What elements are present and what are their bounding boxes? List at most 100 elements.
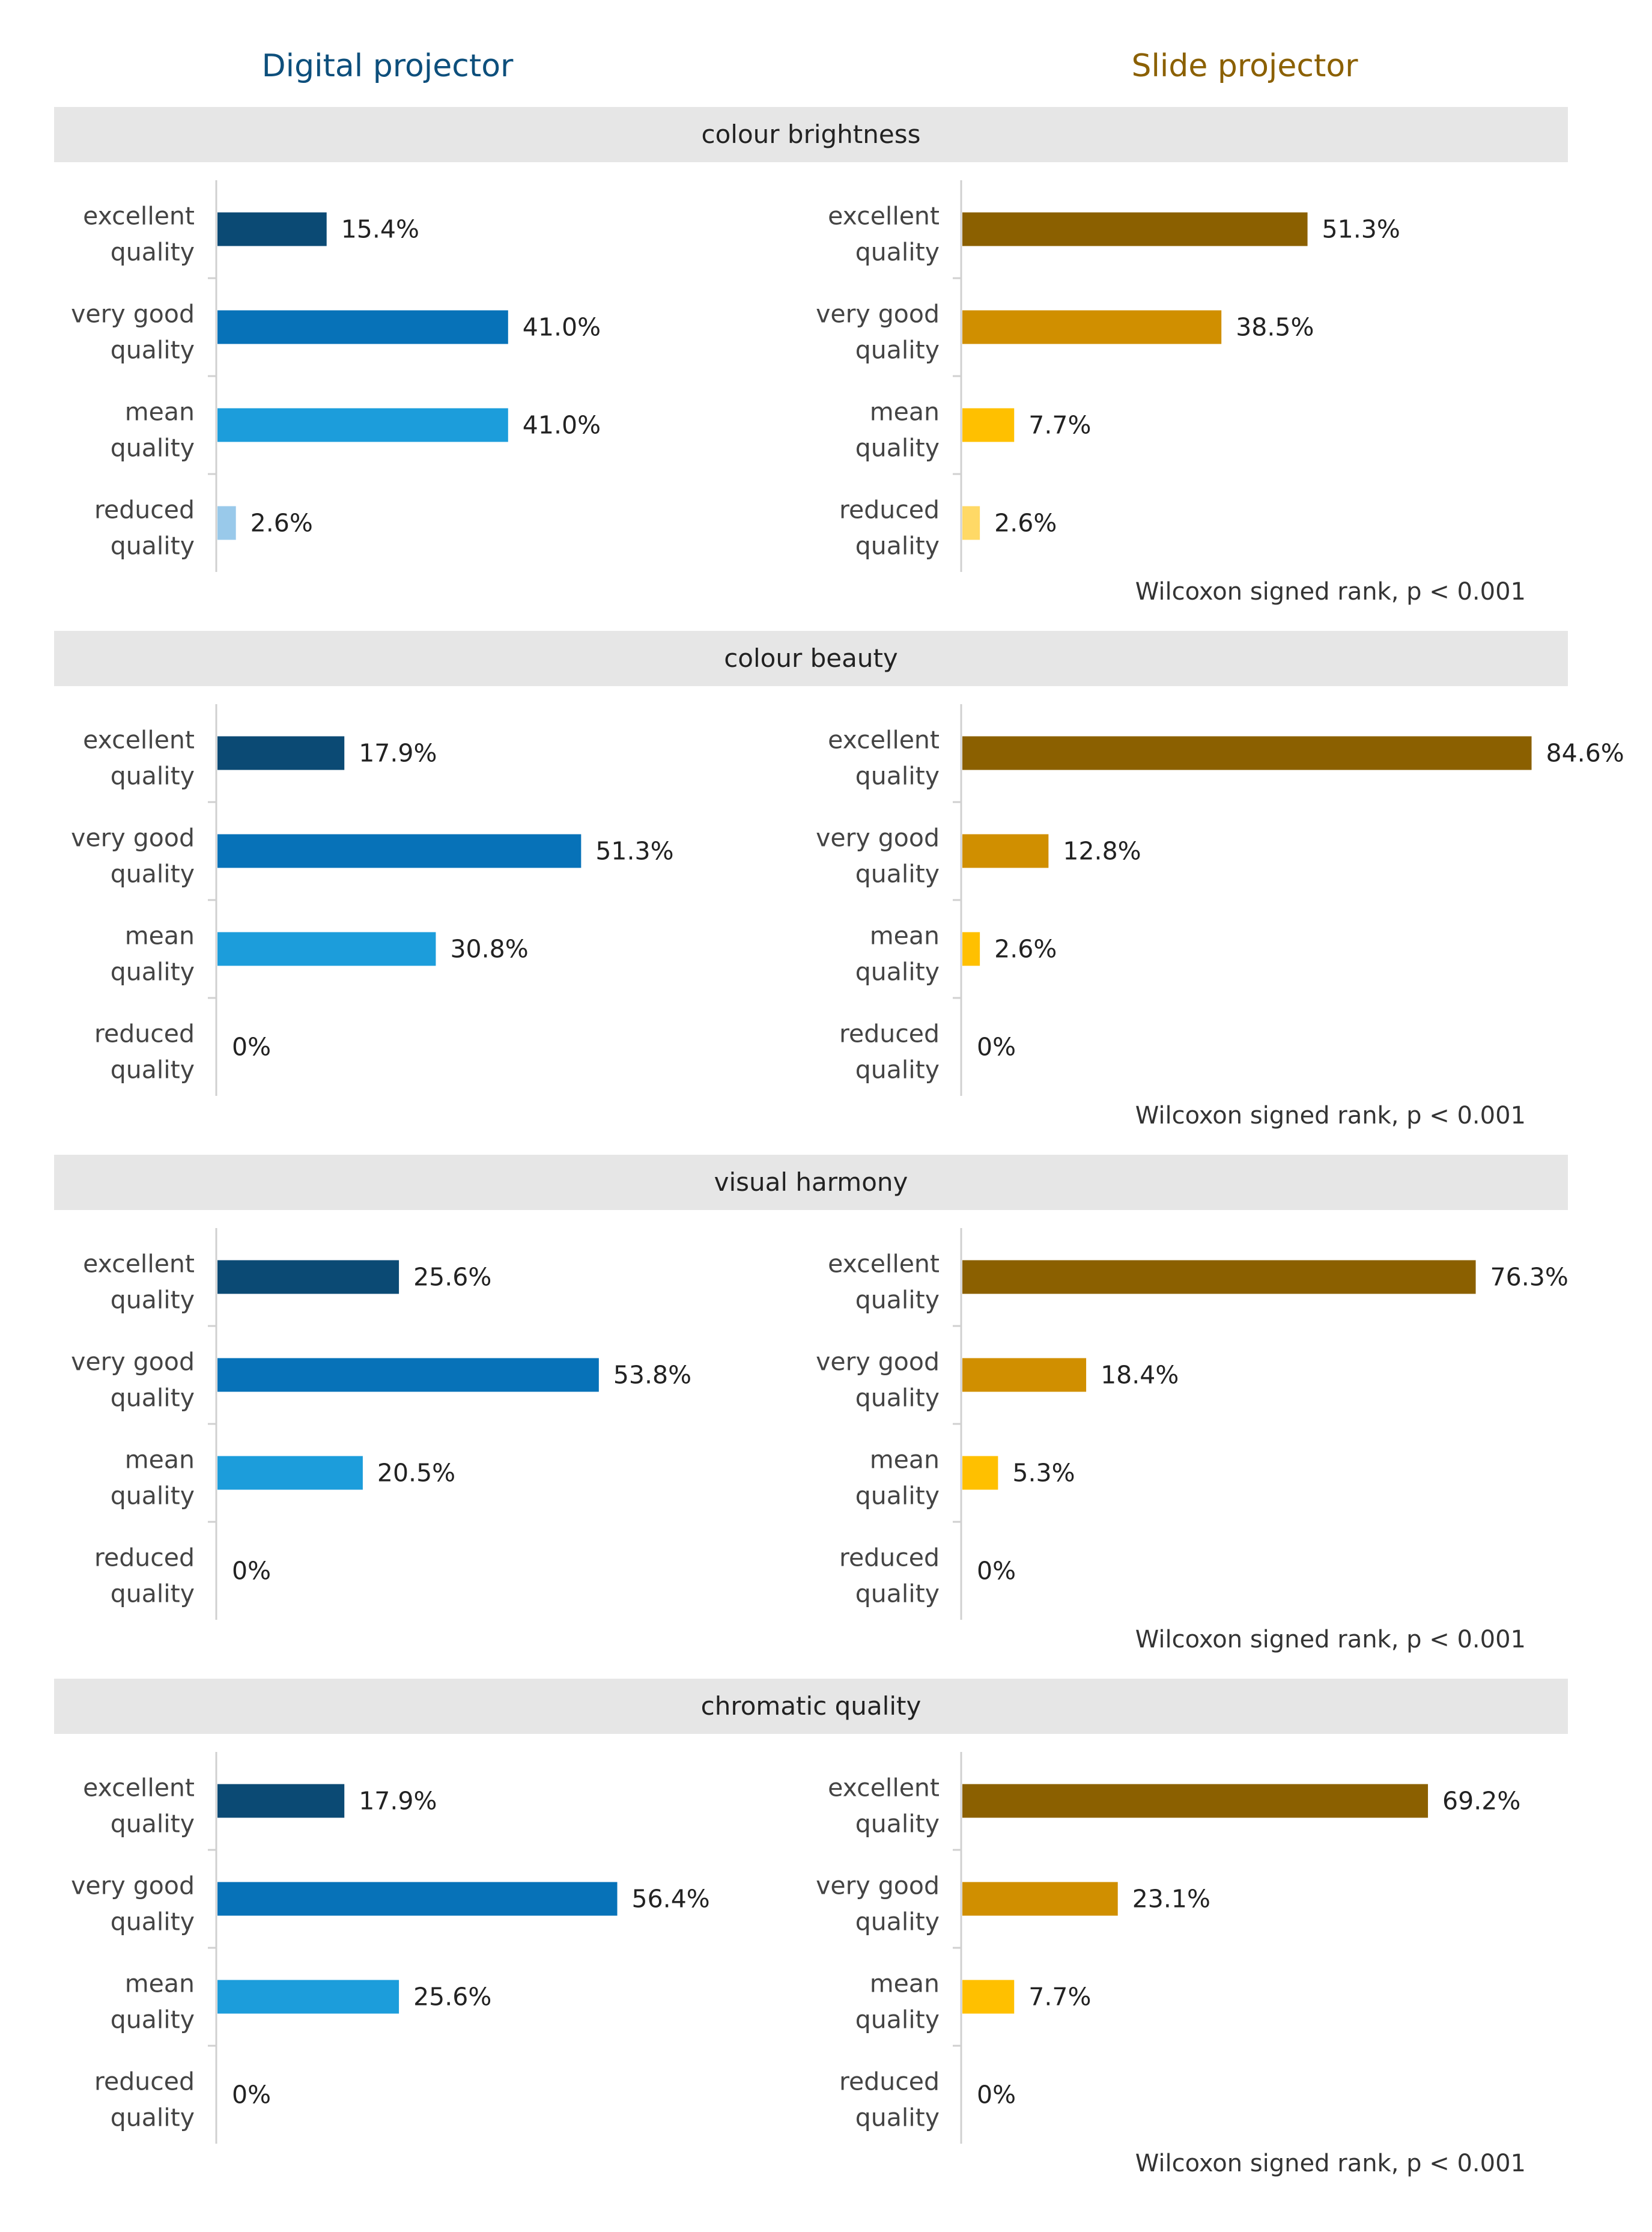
bar bbox=[217, 408, 508, 442]
slide-projector-title: Slide projector bbox=[1131, 48, 1358, 84]
category-label: mean quality bbox=[111, 1969, 195, 2034]
category-label: reduced quality bbox=[94, 2067, 195, 2132]
category-label: reduced quality bbox=[94, 1020, 195, 1084]
category-label: reduced quality bbox=[94, 496, 195, 561]
bar-chart: excellent quality 25.6% very good quality 53.… bbox=[71, 1228, 691, 1620]
value-label: 0% bbox=[977, 1033, 1016, 1062]
value-label: 0% bbox=[232, 1033, 271, 1062]
significance-note: Wilcoxon signed rank, p < 0.001 bbox=[1135, 1102, 1526, 1130]
chart-slide-colour-beauty: excellent quality 84.6% very good quality 12.… bbox=[733, 686, 1624, 1148]
bar bbox=[217, 1260, 399, 1294]
value-label: 2.6% bbox=[994, 509, 1057, 538]
value-label: 20.5% bbox=[377, 1459, 455, 1488]
bar-chart: excellent quality 17.9% very good quality 51.… bbox=[71, 704, 674, 1096]
bar bbox=[962, 736, 1532, 770]
chart-digital-colour-beauty: excellent quality 17.9% very good quality 51.… bbox=[54, 686, 733, 1148]
bar bbox=[217, 1882, 618, 1916]
category-label: excellent quality bbox=[83, 1250, 195, 1315]
chart-digital-chromatic-quality: excellent quality 17.9% very good quality 56.… bbox=[54, 1734, 733, 2195]
chart-digital-colour-brightness: excellent quality 15.4% very good quality 41.… bbox=[54, 162, 733, 624]
category-label: mean quality bbox=[111, 1446, 195, 1510]
bar bbox=[962, 932, 980, 966]
bar bbox=[962, 1260, 1476, 1294]
value-label: 51.3% bbox=[1322, 215, 1400, 244]
value-label: 5.3% bbox=[1012, 1459, 1075, 1488]
bar-chart: excellent quality 15.4% very good quality 41.… bbox=[71, 180, 601, 572]
category-label: mean quality bbox=[111, 922, 195, 987]
bar-chart: excellent quality 69.2% very good quality 23.… bbox=[816, 1752, 1520, 2144]
bar bbox=[962, 1358, 1087, 1392]
value-label: 0% bbox=[977, 1557, 1016, 1586]
bar bbox=[962, 212, 1308, 246]
value-label: 17.9% bbox=[359, 1787, 437, 1816]
value-label: 0% bbox=[232, 1557, 271, 1586]
value-label: 0% bbox=[232, 2081, 271, 2109]
category-label: excellent quality bbox=[828, 202, 940, 267]
digital-projector-title: Digital projector bbox=[261, 48, 514, 84]
panel-title: chromatic quality bbox=[54, 1679, 1568, 1734]
bar-chart: excellent quality 76.3% very good quality 18.… bbox=[816, 1228, 1568, 1620]
category-label: excellent quality bbox=[83, 726, 195, 791]
bar bbox=[962, 1980, 1015, 2014]
category-label: excellent quality bbox=[83, 1774, 195, 1838]
category-label: reduced quality bbox=[839, 1020, 940, 1084]
category-label: mean quality bbox=[855, 1446, 940, 1510]
category-label: excellent quality bbox=[828, 1774, 940, 1838]
category-label: very good quality bbox=[816, 300, 940, 365]
value-label: 41.0% bbox=[523, 411, 601, 440]
bar bbox=[217, 506, 236, 540]
value-label: 25.6% bbox=[413, 1263, 491, 1292]
value-label: 41.0% bbox=[523, 313, 601, 342]
bar bbox=[217, 1358, 599, 1392]
bar-chart: excellent quality 17.9% very good quality 56.… bbox=[71, 1752, 710, 2144]
bar bbox=[962, 408, 1015, 442]
value-label: 38.5% bbox=[1236, 313, 1314, 342]
bar bbox=[962, 834, 1049, 868]
panel-colour-brightness: colour brightness excellent quality 15.4% v… bbox=[54, 107, 1568, 624]
value-label: 12.8% bbox=[1063, 837, 1141, 866]
bar-chart: excellent quality 51.3% very good quality 38.… bbox=[816, 180, 1400, 572]
chart-slide-chromatic-quality: excellent quality 69.2% very good quality 23.… bbox=[733, 1734, 1568, 2195]
value-label: 7.7% bbox=[1028, 1983, 1091, 2012]
value-label: 18.4% bbox=[1101, 1361, 1179, 1390]
value-label: 76.3% bbox=[1490, 1263, 1568, 1292]
bar bbox=[217, 212, 327, 246]
category-label: very good quality bbox=[71, 1872, 195, 1936]
value-label: 56.4% bbox=[632, 1885, 710, 1914]
significance-note: Wilcoxon signed rank, p < 0.001 bbox=[1135, 1626, 1526, 1653]
bar bbox=[217, 834, 582, 868]
category-label: mean quality bbox=[111, 398, 195, 463]
category-label: mean quality bbox=[855, 1969, 940, 2034]
chart-slide-visual-harmony: excellent quality 76.3% very good quality 18.… bbox=[733, 1210, 1568, 1671]
category-label: mean quality bbox=[855, 922, 940, 987]
category-label: excellent quality bbox=[828, 726, 940, 791]
value-label: 15.4% bbox=[341, 215, 419, 244]
panel-chromatic-quality: chromatic quality excellent quality 17.9% v… bbox=[54, 1679, 1568, 2195]
value-label: 23.1% bbox=[1132, 1885, 1210, 1914]
bar bbox=[962, 1882, 1118, 1916]
category-label: very good quality bbox=[71, 1348, 195, 1412]
value-label: 2.6% bbox=[251, 509, 313, 538]
category-label: mean quality bbox=[855, 398, 940, 463]
panel-colour-beauty: colour beauty excellent quality 17.9% very … bbox=[54, 631, 1624, 1148]
significance-note: Wilcoxon signed rank, p < 0.001 bbox=[1135, 578, 1526, 606]
bar bbox=[217, 1784, 345, 1818]
bar bbox=[217, 736, 345, 770]
category-label: very good quality bbox=[71, 824, 195, 889]
panel-title: colour beauty bbox=[54, 631, 1568, 686]
value-label: 53.8% bbox=[613, 1361, 691, 1390]
value-label: 0% bbox=[977, 2081, 1016, 2109]
category-label: reduced quality bbox=[839, 1543, 940, 1608]
bar bbox=[962, 1784, 1429, 1818]
category-label: reduced quality bbox=[839, 2067, 940, 2132]
bar bbox=[217, 1980, 399, 2014]
bar bbox=[217, 310, 508, 344]
category-label: very good quality bbox=[816, 1348, 940, 1412]
category-label: excellent quality bbox=[828, 1250, 940, 1315]
value-label: 84.6% bbox=[1546, 739, 1624, 768]
category-label: reduced quality bbox=[94, 1543, 195, 1608]
chart-slide-colour-brightness: excellent quality 51.3% very good quality 38.… bbox=[733, 162, 1568, 624]
category-label: excellent quality bbox=[83, 202, 195, 267]
value-label: 69.2% bbox=[1442, 1787, 1520, 1816]
bar bbox=[217, 1456, 363, 1490]
